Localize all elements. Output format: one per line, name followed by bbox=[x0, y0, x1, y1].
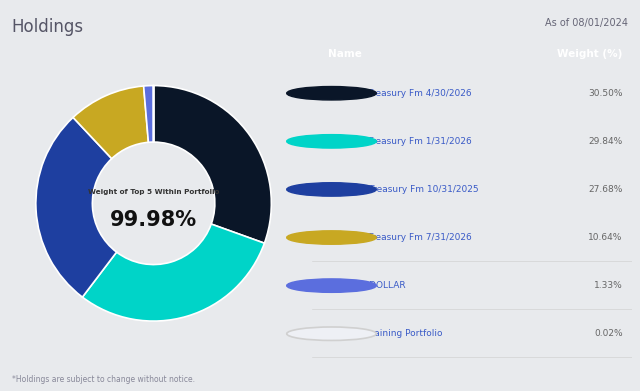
Text: As of 08/01/2024: As of 08/01/2024 bbox=[545, 18, 628, 28]
Text: 30.50%: 30.50% bbox=[588, 89, 623, 98]
Text: 27.68%: 27.68% bbox=[588, 185, 623, 194]
Text: Remaining Portfolio: Remaining Portfolio bbox=[354, 329, 442, 338]
Circle shape bbox=[287, 135, 376, 148]
Circle shape bbox=[287, 86, 376, 100]
Text: US Treasury Fm 10/31/2025: US Treasury Fm 10/31/2025 bbox=[354, 185, 479, 194]
Text: Us Treasury Fm 1/31/2026: Us Treasury Fm 1/31/2026 bbox=[354, 137, 472, 146]
Text: 0.02%: 0.02% bbox=[594, 329, 623, 338]
Text: 10.64%: 10.64% bbox=[588, 233, 623, 242]
Circle shape bbox=[287, 231, 376, 244]
Text: *Holdings are subject to change without notice.: *Holdings are subject to change without … bbox=[12, 375, 195, 384]
Text: Us Treasury Fm 7/31/2026: Us Treasury Fm 7/31/2026 bbox=[354, 233, 472, 242]
Circle shape bbox=[287, 183, 376, 196]
Text: US DOLLAR: US DOLLAR bbox=[354, 281, 406, 290]
Circle shape bbox=[287, 327, 376, 341]
Text: Us Treasury Fm 4/30/2026: Us Treasury Fm 4/30/2026 bbox=[354, 89, 472, 98]
Wedge shape bbox=[36, 117, 116, 297]
Circle shape bbox=[287, 279, 376, 292]
Wedge shape bbox=[154, 86, 271, 243]
Wedge shape bbox=[143, 86, 154, 142]
Text: Weight of Top 5 Within Portfolio: Weight of Top 5 Within Portfolio bbox=[88, 188, 220, 195]
Text: Name: Name bbox=[328, 49, 362, 59]
Wedge shape bbox=[83, 224, 264, 321]
Text: Holdings: Holdings bbox=[12, 18, 84, 36]
Wedge shape bbox=[73, 86, 148, 159]
Text: 1.33%: 1.33% bbox=[594, 281, 623, 290]
Text: Weight (%): Weight (%) bbox=[557, 49, 623, 59]
Text: 99.98%: 99.98% bbox=[110, 210, 197, 230]
Text: 29.84%: 29.84% bbox=[588, 137, 623, 146]
